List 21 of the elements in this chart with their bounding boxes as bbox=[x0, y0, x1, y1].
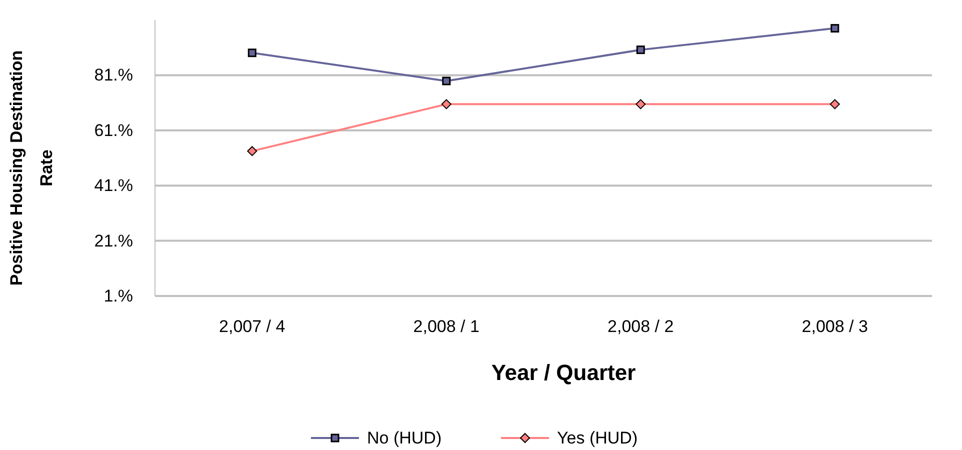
point bbox=[830, 99, 840, 110]
point bbox=[830, 24, 840, 33]
point bbox=[636, 99, 646, 110]
x-tick-label: 2,008 / 3 bbox=[802, 317, 868, 336]
y-tick-label: 81.% bbox=[94, 66, 133, 85]
x-tick-label: 2,007 / 4 bbox=[219, 317, 286, 336]
y-tick-label: 41.% bbox=[94, 176, 133, 196]
x-tick-label: 2,008 / 1 bbox=[413, 317, 480, 336]
legend-label: Yes (HUD) bbox=[557, 428, 638, 448]
legend-label: No (HUD) bbox=[367, 428, 442, 448]
x-tick-label: 2,008 / 2 bbox=[608, 317, 674, 336]
y-tick-label: 21.% bbox=[94, 231, 133, 250]
point bbox=[442, 76, 451, 86]
x-axis-title: Year / Quarter bbox=[491, 360, 636, 385]
y-tick-label: 61.% bbox=[94, 120, 133, 140]
point bbox=[441, 99, 452, 110]
point bbox=[247, 146, 258, 156]
point bbox=[636, 46, 645, 54]
y-tick-label: 1.% bbox=[104, 286, 133, 306]
point bbox=[248, 48, 256, 58]
y-axis-title: Positive Housing Destination Rate bbox=[7, 50, 56, 286]
